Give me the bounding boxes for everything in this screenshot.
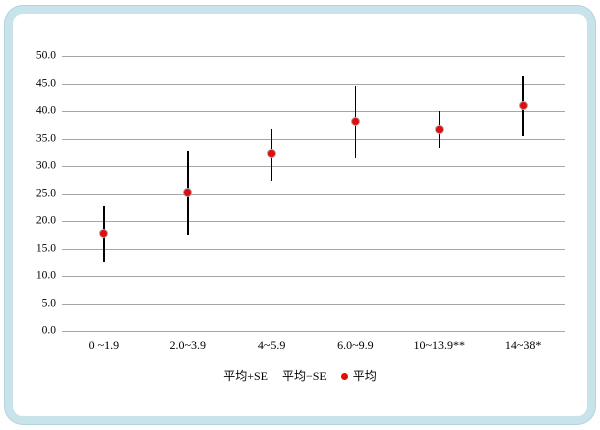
mean-point — [267, 149, 277, 159]
gridline — [62, 56, 565, 57]
legend-item: 平均−SE — [282, 370, 327, 382]
x-category-label: 6.0~9.9 — [337, 338, 374, 352]
y-tick-label: 15.0 — [35, 241, 56, 254]
gridline — [62, 83, 565, 85]
legend-label: 平均+SE — [223, 369, 268, 383]
gridline — [62, 166, 565, 167]
y-tick-label: 25.0 — [35, 186, 56, 199]
legend-item: 平均 — [340, 369, 377, 383]
x-category-label: 10~13.9** — [413, 338, 466, 352]
x-category-label: 0 ~1.9 — [88, 338, 120, 352]
y-tick-label: 35.0 — [35, 131, 56, 144]
gridline — [62, 138, 565, 140]
legend-mean-marker-icon — [340, 372, 348, 380]
gridline — [62, 276, 565, 277]
legend-item: 平均+SE — [223, 370, 268, 382]
y-tick-label: 40.0 — [35, 104, 56, 117]
gridline — [62, 303, 565, 305]
legend: 平均+SE 平均−SE 平均 — [0, 368, 600, 384]
x-category-label: 14~38* — [504, 338, 542, 352]
gridline — [62, 248, 565, 250]
mean-point — [518, 101, 528, 110]
legend-label: 平均 — [352, 369, 377, 383]
mean-point — [99, 229, 109, 239]
gridline — [62, 193, 565, 195]
legend-label: 平均−SE — [281, 369, 327, 383]
x-category-label: 4~5.9 — [257, 338, 286, 352]
y-tick-label: 50.0 — [35, 49, 56, 62]
x-category-label: 2.0~3.9 — [169, 338, 207, 352]
y-tick-label: 5.0 — [41, 296, 56, 309]
y-tick-label: 30.0 — [35, 159, 56, 172]
y-tick-label: 10.0 — [35, 269, 56, 282]
gridline — [62, 221, 565, 222]
gridline — [62, 331, 565, 332]
gridline — [62, 111, 565, 112]
y-tick-label: 0.0 — [41, 324, 56, 337]
mean-point — [350, 116, 360, 126]
y-tick-label: 20.0 — [35, 214, 56, 227]
y-tick-label: 45.0 — [35, 76, 56, 89]
mean-point — [434, 125, 444, 135]
mean-point — [183, 187, 193, 197]
